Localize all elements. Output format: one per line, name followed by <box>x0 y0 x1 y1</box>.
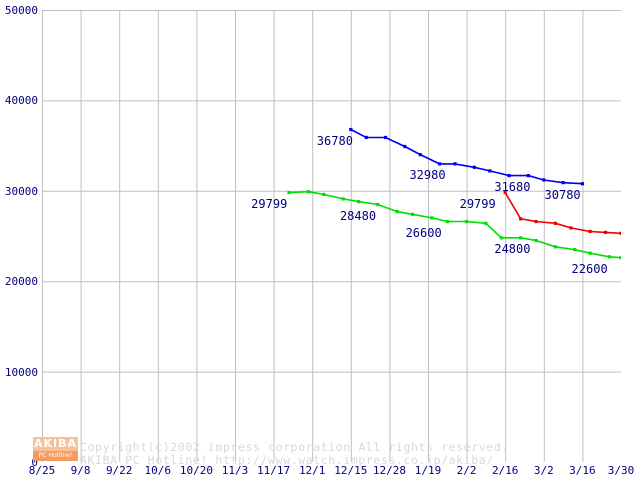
data-point <box>484 221 488 225</box>
series-blue <box>349 127 584 186</box>
x-tick-label: 2/2 <box>456 464 477 477</box>
x-tick-label: 10/6 <box>144 464 172 477</box>
data-value-label: 28480 <box>339 208 377 223</box>
x-tick-label: 3/16 <box>569 464 596 477</box>
data-point <box>499 236 503 240</box>
data-point <box>519 217 523 221</box>
data-point <box>418 153 422 157</box>
y-tick-label: 0 <box>31 456 38 469</box>
y-tick-label: 20000 <box>4 275 38 289</box>
data-point <box>322 192 326 197</box>
data-point <box>287 191 291 195</box>
data-point <box>507 174 511 178</box>
data-point <box>349 127 353 132</box>
data-point <box>445 219 449 224</box>
chart-canvas <box>42 10 621 462</box>
data-point <box>553 245 557 249</box>
data-value-label: 29799 <box>251 196 288 211</box>
x-tick-label: 8/25 <box>28 464 56 477</box>
data-point <box>561 181 565 185</box>
data-point <box>526 174 530 178</box>
data-point <box>519 236 523 240</box>
data-value-label: 32980 <box>409 167 446 182</box>
data-point <box>306 190 310 194</box>
data-value-label: 29799 <box>459 196 496 211</box>
data-point <box>619 256 621 260</box>
y-tick-label: 50000 <box>4 4 38 17</box>
data-point <box>383 135 388 140</box>
series-red <box>503 191 621 235</box>
x-tick-label: 2/16 <box>491 464 519 477</box>
data-point <box>534 219 538 224</box>
data-point <box>472 165 476 169</box>
data-point <box>580 182 584 186</box>
x-tick-label: 10/20 <box>179 464 213 477</box>
x-tick-label: 12/15 <box>334 464 368 477</box>
data-point <box>430 216 434 220</box>
data-value-label: 36780 <box>316 133 353 148</box>
data-point <box>465 219 469 224</box>
y-tick-label: 40000 <box>4 94 38 108</box>
data-value-label: 30780 <box>544 187 581 202</box>
x-tick-label: 12/1 <box>298 464 326 477</box>
gridlines <box>42 10 621 462</box>
data-point <box>488 169 492 173</box>
plot-area <box>42 10 621 462</box>
series-green <box>287 190 621 260</box>
data-point <box>410 212 415 216</box>
data-point <box>588 229 592 234</box>
data-point <box>603 230 608 234</box>
data-value-label: 24800 <box>494 241 531 256</box>
x-tick-label: 1/19 <box>414 464 442 477</box>
data-point <box>619 231 621 235</box>
x-tick-label: 3/2 <box>533 464 554 477</box>
data-point <box>437 162 442 166</box>
data-point <box>607 255 612 259</box>
data-point <box>534 238 538 243</box>
x-tick-label: 9/8 <box>70 464 91 477</box>
data-point <box>341 197 345 201</box>
y-tick-label: 10000 <box>4 365 38 379</box>
x-tick-label: 11/3 <box>221 464 249 477</box>
x-tick-label: 11/17 <box>257 464 291 477</box>
data-point <box>395 209 399 214</box>
data-point <box>453 162 457 166</box>
data-point <box>569 226 573 230</box>
data-value-label: 22600 <box>571 261 608 276</box>
data-point <box>356 200 361 204</box>
data-point <box>553 221 557 225</box>
x-tick-label: 3/30 <box>607 464 635 477</box>
data-point <box>376 202 380 207</box>
data-point <box>503 191 507 195</box>
data-point <box>588 251 592 255</box>
data-point <box>403 144 407 149</box>
y-tick-label: 30000 <box>4 184 38 198</box>
data-value-label: 31680 <box>494 179 531 194</box>
data-point <box>573 247 577 252</box>
data-point <box>542 178 546 182</box>
data-point <box>364 135 368 140</box>
data-value-label: 26600 <box>405 225 442 240</box>
x-tick-label: 9/22 <box>105 464 133 477</box>
x-tick-label: 12/28 <box>372 464 406 477</box>
